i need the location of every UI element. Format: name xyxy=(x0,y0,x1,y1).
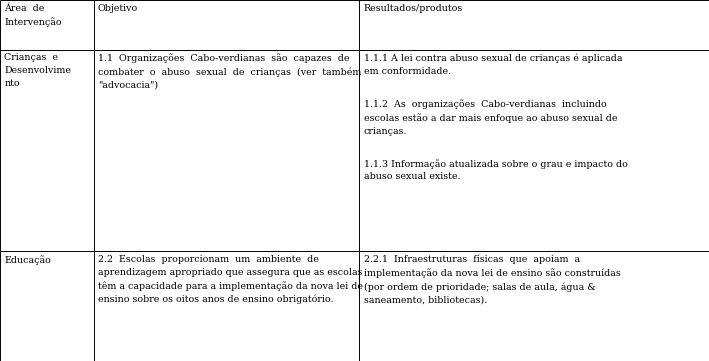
Text: Área  de
Intervenção: Área de Intervenção xyxy=(4,4,62,27)
Text: 1.1.3 Informação atualizada sobre o grau e impacto do
abuso sexual existe.: 1.1.3 Informação atualizada sobre o grau… xyxy=(364,159,627,182)
Text: 1.1  Organizações  Cabo-verdianas  são  capazes  de
combater  o  abuso  sexual  : 1.1 Organizações Cabo-verdianas são capa… xyxy=(98,53,361,90)
Text: Educação: Educação xyxy=(4,255,51,265)
Text: Crianças  e
Desenvolvime
nto: Crianças e Desenvolvime nto xyxy=(4,53,71,88)
Text: Resultados/produtos: Resultados/produtos xyxy=(364,4,463,13)
Text: 1.1.2  As  organizações  Cabo-verdianas  incluindo
escolas estão a dar mais enfo: 1.1.2 As organizações Cabo-verdianas inc… xyxy=(364,99,618,135)
Text: 2.2.1  Infraestruturas  físicas  que  apoiam  a
implementação da nova lei de ens: 2.2.1 Infraestruturas físicas que apoiam… xyxy=(364,255,620,305)
Text: 1.1.1 A lei contra abuso sexual de crianças é aplicada
em conformidade.: 1.1.1 A lei contra abuso sexual de crian… xyxy=(364,53,623,76)
Text: Objetivo: Objetivo xyxy=(98,4,138,13)
Text: 2.2  Escolas  proporcionam  um  ambiente  de
aprendizagem apropriado que assegur: 2.2 Escolas proporcionam um ambiente de … xyxy=(98,255,363,304)
